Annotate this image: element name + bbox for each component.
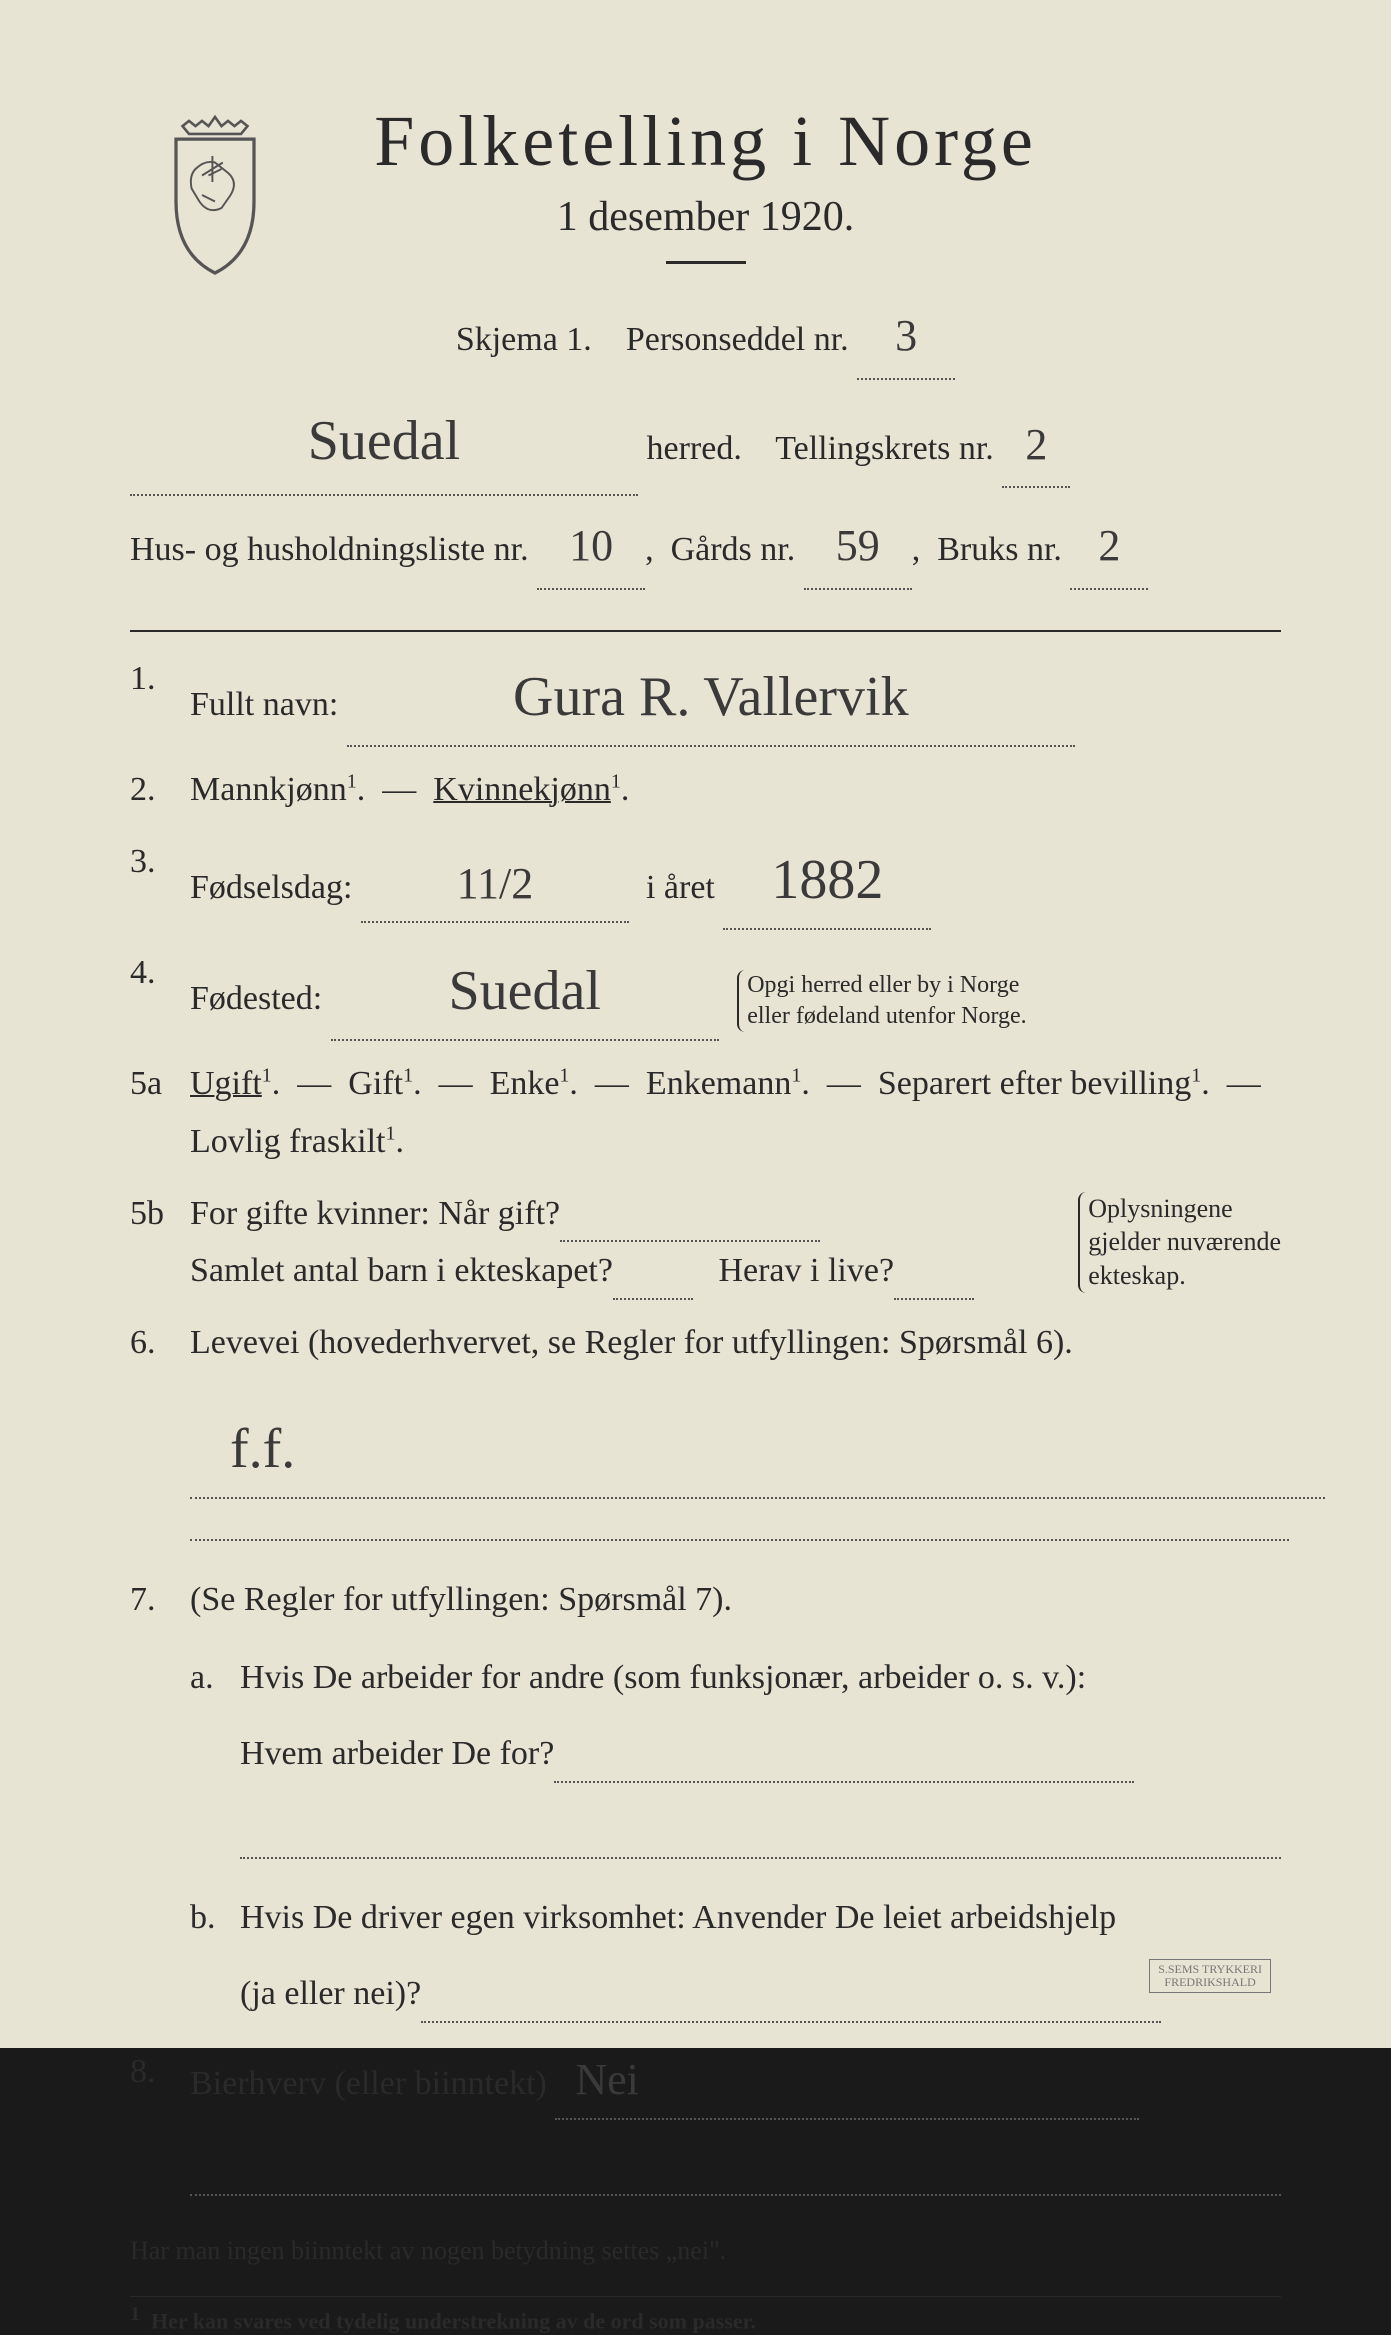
- q7a-num: a.: [190, 1649, 240, 1859]
- personseddel-label: Personseddel nr.: [626, 321, 849, 358]
- q5a-row: 5a Ugift1. — Gift1. — Enke1. — Enkemann1…: [130, 1055, 1281, 1171]
- q7b-text1: Hvis De driver egen virksomhet: Anvender…: [240, 1899, 1116, 1936]
- bruks-label: Bruks nr.: [937, 531, 1062, 568]
- q8-value: Nei: [575, 2043, 639, 2118]
- q3-row: 3. Fødselsdag: 11/2 i året 1882: [130, 833, 1281, 930]
- q5a-gift: Gift: [348, 1065, 403, 1102]
- q6-row: 6. Levevei (hovederhvervet, se Regler fo…: [130, 1314, 1281, 1541]
- hus-line: Hus- og husholdningsliste nr. 10, Gårds …: [130, 504, 1281, 590]
- footer-note: Har man ingen biinntekt av nogen betydni…: [130, 2236, 1281, 2266]
- q2-kvinne: Kvinnekjønn: [433, 771, 611, 808]
- form-title: Folketelling i Norge: [130, 100, 1281, 183]
- q6-label: Levevei (hovederhvervet, se Regler for u…: [190, 1324, 1073, 1361]
- q4-note1: Opgi herred eller by i Norge: [747, 972, 1019, 998]
- section-divider: [130, 630, 1281, 632]
- q5b-row: 5b For gifte kvinner: Når gift? Samlet a…: [130, 1185, 1281, 1301]
- footnote: 1 Her kan svares ved tydelig understrekn…: [130, 2296, 1281, 2334]
- q6-num: 6.: [130, 1314, 190, 1541]
- q5b-num: 5b: [130, 1185, 190, 1301]
- q2-row: 2. Mannkjønn1. — Kvinnekjønn1.: [130, 761, 1281, 819]
- husliste-nr: 10: [569, 504, 613, 588]
- q2-mann: Mannkjønn: [190, 771, 347, 808]
- q5b-note3: ekteskap.: [1088, 1261, 1185, 1290]
- q5a-num: 5a: [130, 1055, 190, 1171]
- q5b-label2: Samlet antal barn i ekteskapet?: [190, 1252, 613, 1289]
- q5b-note1: Oplysningene: [1088, 1194, 1232, 1223]
- footnote-ref: 1: [791, 1065, 801, 1087]
- q4-row: 4. Fødested: Suedal Opgi herred eller by…: [130, 944, 1281, 1041]
- q4-label: Fødested:: [190, 980, 322, 1017]
- footnote-text: Her kan svares ved tydelig understreknin…: [151, 2309, 756, 2334]
- q3-num: 3.: [130, 833, 190, 930]
- q7a-text1: Hvis De arbeider for andre (som funksjon…: [240, 1659, 1086, 1696]
- coat-of-arms-icon: [150, 110, 280, 280]
- q7b-text2: (ja eller nei)?: [240, 1975, 421, 2012]
- q4-bracket-note: Opgi herred eller by i Norge eller fødel…: [737, 970, 1026, 1032]
- q5b-bracket-note: Oplysningene gjelder nuværende ekteskap.: [1078, 1192, 1281, 1293]
- q5b-note2: gjelder nuværende: [1088, 1227, 1281, 1256]
- q4-note2: eller fødeland utenfor Norge.: [747, 1003, 1026, 1029]
- q4-value: Suedal: [449, 944, 601, 1039]
- q3-year-label: i året: [646, 869, 715, 906]
- q1-num: 1.: [130, 650, 190, 747]
- q8-label: Bierhverv (eller biinntekt): [190, 2065, 547, 2102]
- tellingskrets-nr: 2: [1025, 403, 1047, 487]
- footnote-ref: 1: [347, 770, 357, 792]
- q7-row: 7. (Se Regler for utfyllingen: Spørsmål …: [130, 1571, 1281, 2023]
- census-form-page: Folketelling i Norge 1 desember 1920. Sk…: [0, 0, 1391, 2048]
- footnote-ref: 1: [611, 770, 621, 792]
- q5b-label1: For gifte kvinner: Når gift?: [190, 1195, 560, 1232]
- form-date: 1 desember 1920.: [130, 193, 1281, 241]
- form-header: Folketelling i Norge 1 desember 1920. Sk…: [130, 100, 1281, 590]
- q5a-separert: Separert efter bevilling: [878, 1065, 1191, 1102]
- stamp-line2: FREDRIKSHALD: [1164, 1975, 1255, 1989]
- q1-value: Gura R. Vallervik: [513, 650, 909, 745]
- gards-label: Gårds nr.: [671, 531, 796, 568]
- q5a-enkemann: Enkemann: [646, 1065, 791, 1102]
- tellingskrets-label: Tellingskrets nr.: [775, 430, 994, 467]
- q3-year: 1882: [771, 833, 883, 928]
- footnote-ref: 1: [1191, 1065, 1201, 1087]
- q8-num: 8.: [130, 2043, 190, 2197]
- q4-num: 4.: [130, 944, 190, 1041]
- title-divider: [666, 261, 746, 264]
- footnote-ref: 1: [385, 1122, 395, 1144]
- q5a-ugift: Ugift: [190, 1065, 262, 1102]
- q5a-fraskilt: Lovlig fraskilt: [190, 1123, 385, 1160]
- herred-line: Suedal herred. Tellingskrets nr. 2: [130, 388, 1281, 496]
- q7-label: (Se Regler for utfyllingen: Spørsmål 7).: [190, 1581, 732, 1618]
- herred-value: Suedal: [308, 388, 460, 494]
- skjema-line: Skjema 1. Personseddel nr. 3: [130, 294, 1281, 380]
- q1-row: 1. Fullt navn: Gura R. Vallervik: [130, 650, 1281, 747]
- q3-day: 11/2: [457, 847, 534, 922]
- personseddel-nr: 3: [895, 294, 917, 378]
- herred-label: herred.: [647, 430, 742, 467]
- q6-value: f.f.: [230, 1402, 295, 1497]
- stamp-line1: S.SEMS TRYKKERI: [1158, 1962, 1262, 1976]
- q7a-text2: Hvem arbeider De for?: [240, 1735, 554, 1772]
- gards-nr: 59: [836, 504, 880, 588]
- bruks-nr: 2: [1098, 504, 1120, 588]
- footnote-ref: 1: [262, 1065, 272, 1087]
- skjema-label: Skjema 1.: [456, 321, 592, 358]
- q7b-num: b.: [190, 1889, 240, 2023]
- footnote-ref: 1: [559, 1065, 569, 1087]
- footnote-marker: 1: [130, 2303, 140, 2325]
- q1-label: Fullt navn:: [190, 686, 338, 723]
- q5a-enke: Enke: [490, 1065, 560, 1102]
- footnote-ref: 1: [403, 1065, 413, 1087]
- printer-stamp: S.SEMS TRYKKERI FREDRIKSHALD: [1149, 1959, 1271, 1993]
- q8-row: 8. Bierhverv (eller biinntekt) Nei: [130, 2043, 1281, 2197]
- q2-num: 2.: [130, 761, 190, 819]
- q7-num: 7.: [130, 1571, 190, 2023]
- q5b-label3: Herav i live?: [718, 1252, 894, 1289]
- q3-label: Fødselsdag:: [190, 869, 352, 906]
- husliste-label: Hus- og husholdningsliste nr.: [130, 531, 529, 568]
